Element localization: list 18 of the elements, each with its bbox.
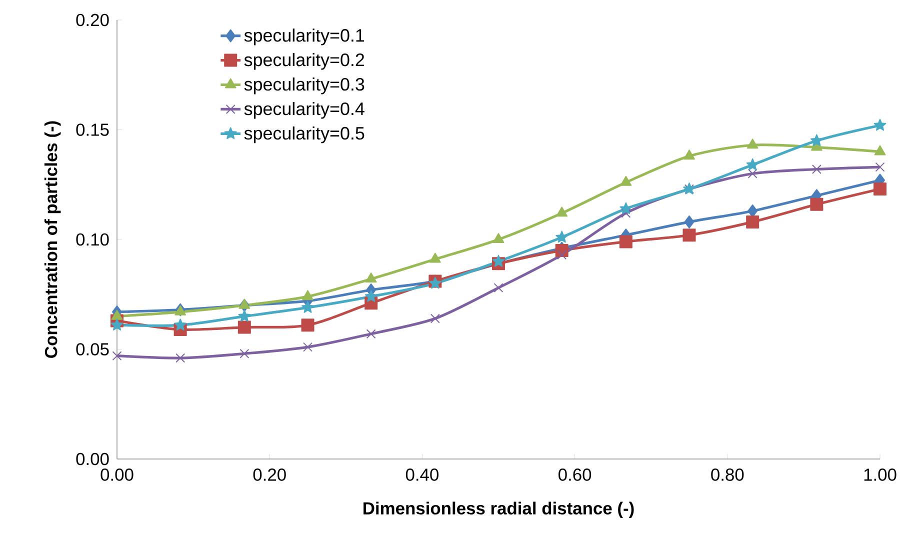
legend-label: specularity=0.4 — [244, 102, 364, 119]
x-tick-label: 0.60 — [558, 468, 592, 481]
legend-label: specularity=0.3 — [244, 78, 364, 94]
y-tick-label: 0.00 — [76, 452, 109, 466]
y-tick-label: 0.15 — [76, 124, 109, 136]
y-tick-label: 0.05 — [76, 343, 109, 356]
x-tick-label: 0.20 — [253, 468, 286, 481]
y-tick-label: 0.20 — [76, 14, 109, 26]
legend-label: specularity=0.2 — [244, 53, 364, 70]
x-axis-title: Dimensionless radial distance (-) — [364, 502, 634, 518]
x-tick-label: 1.00 — [864, 468, 896, 481]
x-tick-label: 0.00 — [100, 468, 134, 481]
x-tick-label: 0.40 — [406, 468, 438, 481]
legend-label: specularity=0.5 — [244, 126, 364, 144]
x-tick-label: 0.80 — [711, 468, 744, 481]
y-axis-title: Concentration of particles (-) — [44, 121, 61, 358]
y-tick-label: 0.10 — [76, 233, 109, 246]
legend-label: specularity=0.1 — [244, 28, 364, 46]
